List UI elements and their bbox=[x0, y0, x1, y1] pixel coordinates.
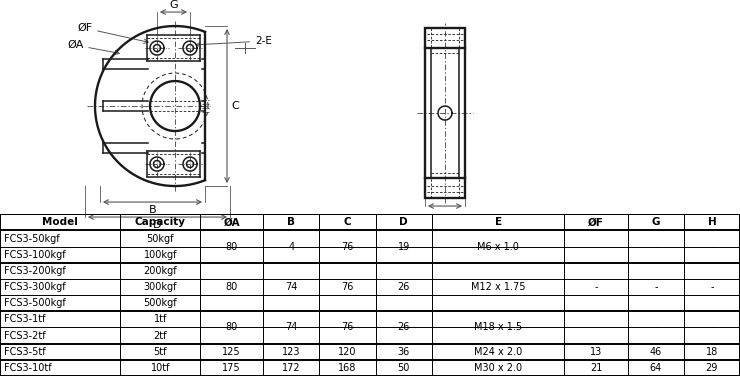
Bar bbox=[425, 28, 465, 198]
Text: FCS3-1tf: FCS3-1tf bbox=[4, 314, 45, 324]
Text: 64: 64 bbox=[650, 363, 662, 373]
Text: E: E bbox=[494, 217, 502, 227]
Text: 2tf: 2tf bbox=[153, 331, 167, 341]
Text: G: G bbox=[169, 0, 178, 10]
Text: 29: 29 bbox=[706, 363, 718, 373]
Text: FCS3-100kgf: FCS3-100kgf bbox=[4, 250, 65, 260]
Text: 175: 175 bbox=[223, 363, 241, 373]
Text: 76: 76 bbox=[341, 242, 354, 252]
Text: Capacity: Capacity bbox=[135, 217, 186, 227]
Text: D: D bbox=[153, 220, 162, 230]
Text: M24 x 2.0: M24 x 2.0 bbox=[474, 347, 522, 357]
Text: -: - bbox=[654, 242, 658, 252]
Text: ØF: ØF bbox=[588, 217, 604, 227]
Text: FCS3-300kgf: FCS3-300kgf bbox=[4, 282, 65, 292]
Text: ØA: ØA bbox=[223, 217, 240, 227]
Text: 76: 76 bbox=[341, 323, 354, 332]
Text: FCS3-500kgf: FCS3-500kgf bbox=[4, 298, 65, 308]
Text: 80: 80 bbox=[226, 323, 238, 332]
Text: B: B bbox=[287, 217, 295, 227]
Text: M18 x 1.5: M18 x 1.5 bbox=[474, 323, 522, 332]
Text: M30 x 2.0: M30 x 2.0 bbox=[474, 363, 522, 373]
Text: G: G bbox=[651, 217, 660, 227]
Text: Model: Model bbox=[42, 217, 78, 227]
Text: M6 x 1.0: M6 x 1.0 bbox=[477, 242, 519, 252]
Text: 1tf: 1tf bbox=[154, 314, 167, 324]
Text: 4: 4 bbox=[289, 242, 295, 252]
Text: FCS3-200kgf: FCS3-200kgf bbox=[4, 266, 65, 276]
Text: FCS3-5tf: FCS3-5tf bbox=[4, 347, 45, 357]
Text: 5tf: 5tf bbox=[153, 347, 167, 357]
Text: 123: 123 bbox=[282, 347, 300, 357]
Text: 76: 76 bbox=[341, 282, 354, 292]
Text: 80: 80 bbox=[226, 282, 238, 292]
Text: 50kgf: 50kgf bbox=[147, 233, 174, 244]
Text: 74: 74 bbox=[285, 282, 297, 292]
Text: FCS3-2tf: FCS3-2tf bbox=[4, 331, 45, 341]
Text: 50: 50 bbox=[397, 363, 410, 373]
Text: C: C bbox=[344, 217, 352, 227]
Text: 500kgf: 500kgf bbox=[144, 298, 177, 308]
Text: -: - bbox=[710, 282, 713, 292]
Text: 13: 13 bbox=[590, 347, 602, 357]
Text: 2-E: 2-E bbox=[196, 36, 272, 47]
Text: 10tf: 10tf bbox=[150, 363, 170, 373]
Text: -: - bbox=[710, 323, 713, 332]
Text: -: - bbox=[710, 242, 713, 252]
Text: -: - bbox=[594, 323, 598, 332]
Text: B: B bbox=[149, 205, 156, 215]
Text: ØA: ØA bbox=[67, 40, 119, 55]
Text: 74: 74 bbox=[285, 323, 297, 332]
Text: 300kgf: 300kgf bbox=[144, 282, 177, 292]
Text: 172: 172 bbox=[282, 363, 300, 373]
Text: ØF: ØF bbox=[77, 23, 148, 43]
Text: H: H bbox=[707, 217, 716, 227]
Text: 200kgf: 200kgf bbox=[144, 266, 177, 276]
Text: 168: 168 bbox=[338, 363, 357, 373]
Text: 19: 19 bbox=[397, 242, 410, 252]
Text: -: - bbox=[654, 282, 658, 292]
Text: 120: 120 bbox=[338, 347, 357, 357]
Text: -: - bbox=[594, 242, 598, 252]
Text: 26: 26 bbox=[397, 323, 410, 332]
Text: -: - bbox=[654, 323, 658, 332]
Text: 125: 125 bbox=[223, 347, 241, 357]
Text: 46: 46 bbox=[650, 347, 662, 357]
Text: 80: 80 bbox=[226, 242, 238, 252]
Text: D: D bbox=[400, 217, 408, 227]
Text: C: C bbox=[231, 101, 239, 111]
Text: -: - bbox=[594, 282, 598, 292]
Text: 36: 36 bbox=[397, 347, 410, 357]
Text: 26: 26 bbox=[397, 282, 410, 292]
Text: FCS3-10tf: FCS3-10tf bbox=[4, 363, 51, 373]
Text: 18: 18 bbox=[706, 347, 718, 357]
Text: M12 x 1.75: M12 x 1.75 bbox=[471, 282, 525, 292]
Text: 21: 21 bbox=[590, 363, 602, 373]
Text: FCS3-50kgf: FCS3-50kgf bbox=[4, 233, 59, 244]
Text: 100kgf: 100kgf bbox=[144, 250, 177, 260]
